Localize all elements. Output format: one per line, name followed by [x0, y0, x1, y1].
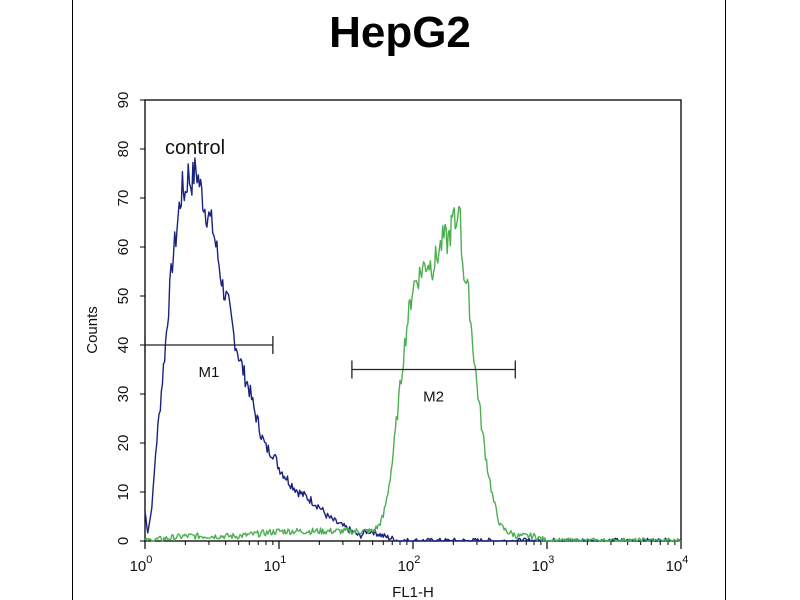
series-group: [144, 157, 682, 542]
y-tick-label: 10: [115, 484, 132, 501]
series-line-2: [144, 205, 681, 542]
x-tick-base: 10: [264, 558, 281, 575]
x-tick-label: 104: [666, 554, 689, 575]
marker-label: M1: [199, 364, 220, 381]
y-axis: 0 10 20 30 40 50 60 70 80 90: [115, 92, 145, 545]
x-tick-label: 103: [532, 554, 555, 575]
y-tick-label: 90: [115, 92, 132, 109]
x-tick-exponent: 3: [548, 554, 554, 566]
marker-label: M2: [423, 389, 444, 406]
x-axis-label: FL1-H: [392, 584, 434, 600]
x-tick-label: 101: [264, 554, 287, 575]
x-tick-base: 10: [398, 558, 415, 575]
x-tick-exponent: 4: [682, 554, 688, 566]
x-tick-label: 102: [398, 554, 421, 575]
y-tick-label: 50: [115, 288, 132, 305]
x-tick-exponent: 2: [414, 554, 420, 566]
y-tick-label: 0: [115, 537, 132, 545]
marker-group: M1 M2: [144, 336, 516, 406]
y-tick-label: 30: [115, 386, 132, 403]
chart-title: HepG2: [329, 8, 471, 57]
y-tick-label: 60: [115, 239, 132, 256]
control-annotation: control: [165, 137, 225, 159]
y-axis-label: Counts: [84, 306, 101, 354]
y-tick-label: 20: [115, 435, 132, 452]
y-tick-label: 70: [115, 190, 132, 207]
x-tick-base: 10: [130, 558, 147, 575]
y-tick-label: 40: [115, 337, 132, 354]
plot-area: [144, 99, 682, 542]
x-tick-exponent: 0: [146, 554, 152, 566]
x-tick-base: 10: [666, 558, 683, 575]
series-line-1: [144, 157, 682, 542]
plot-frame: [72, 0, 726, 600]
x-tick-exponent: 1: [280, 554, 286, 566]
y-tick-label: 80: [115, 141, 132, 158]
x-axis: 100 101 102 103 104: [130, 541, 689, 575]
x-tick-label: 100: [130, 554, 153, 575]
x-tick-base: 10: [532, 558, 549, 575]
